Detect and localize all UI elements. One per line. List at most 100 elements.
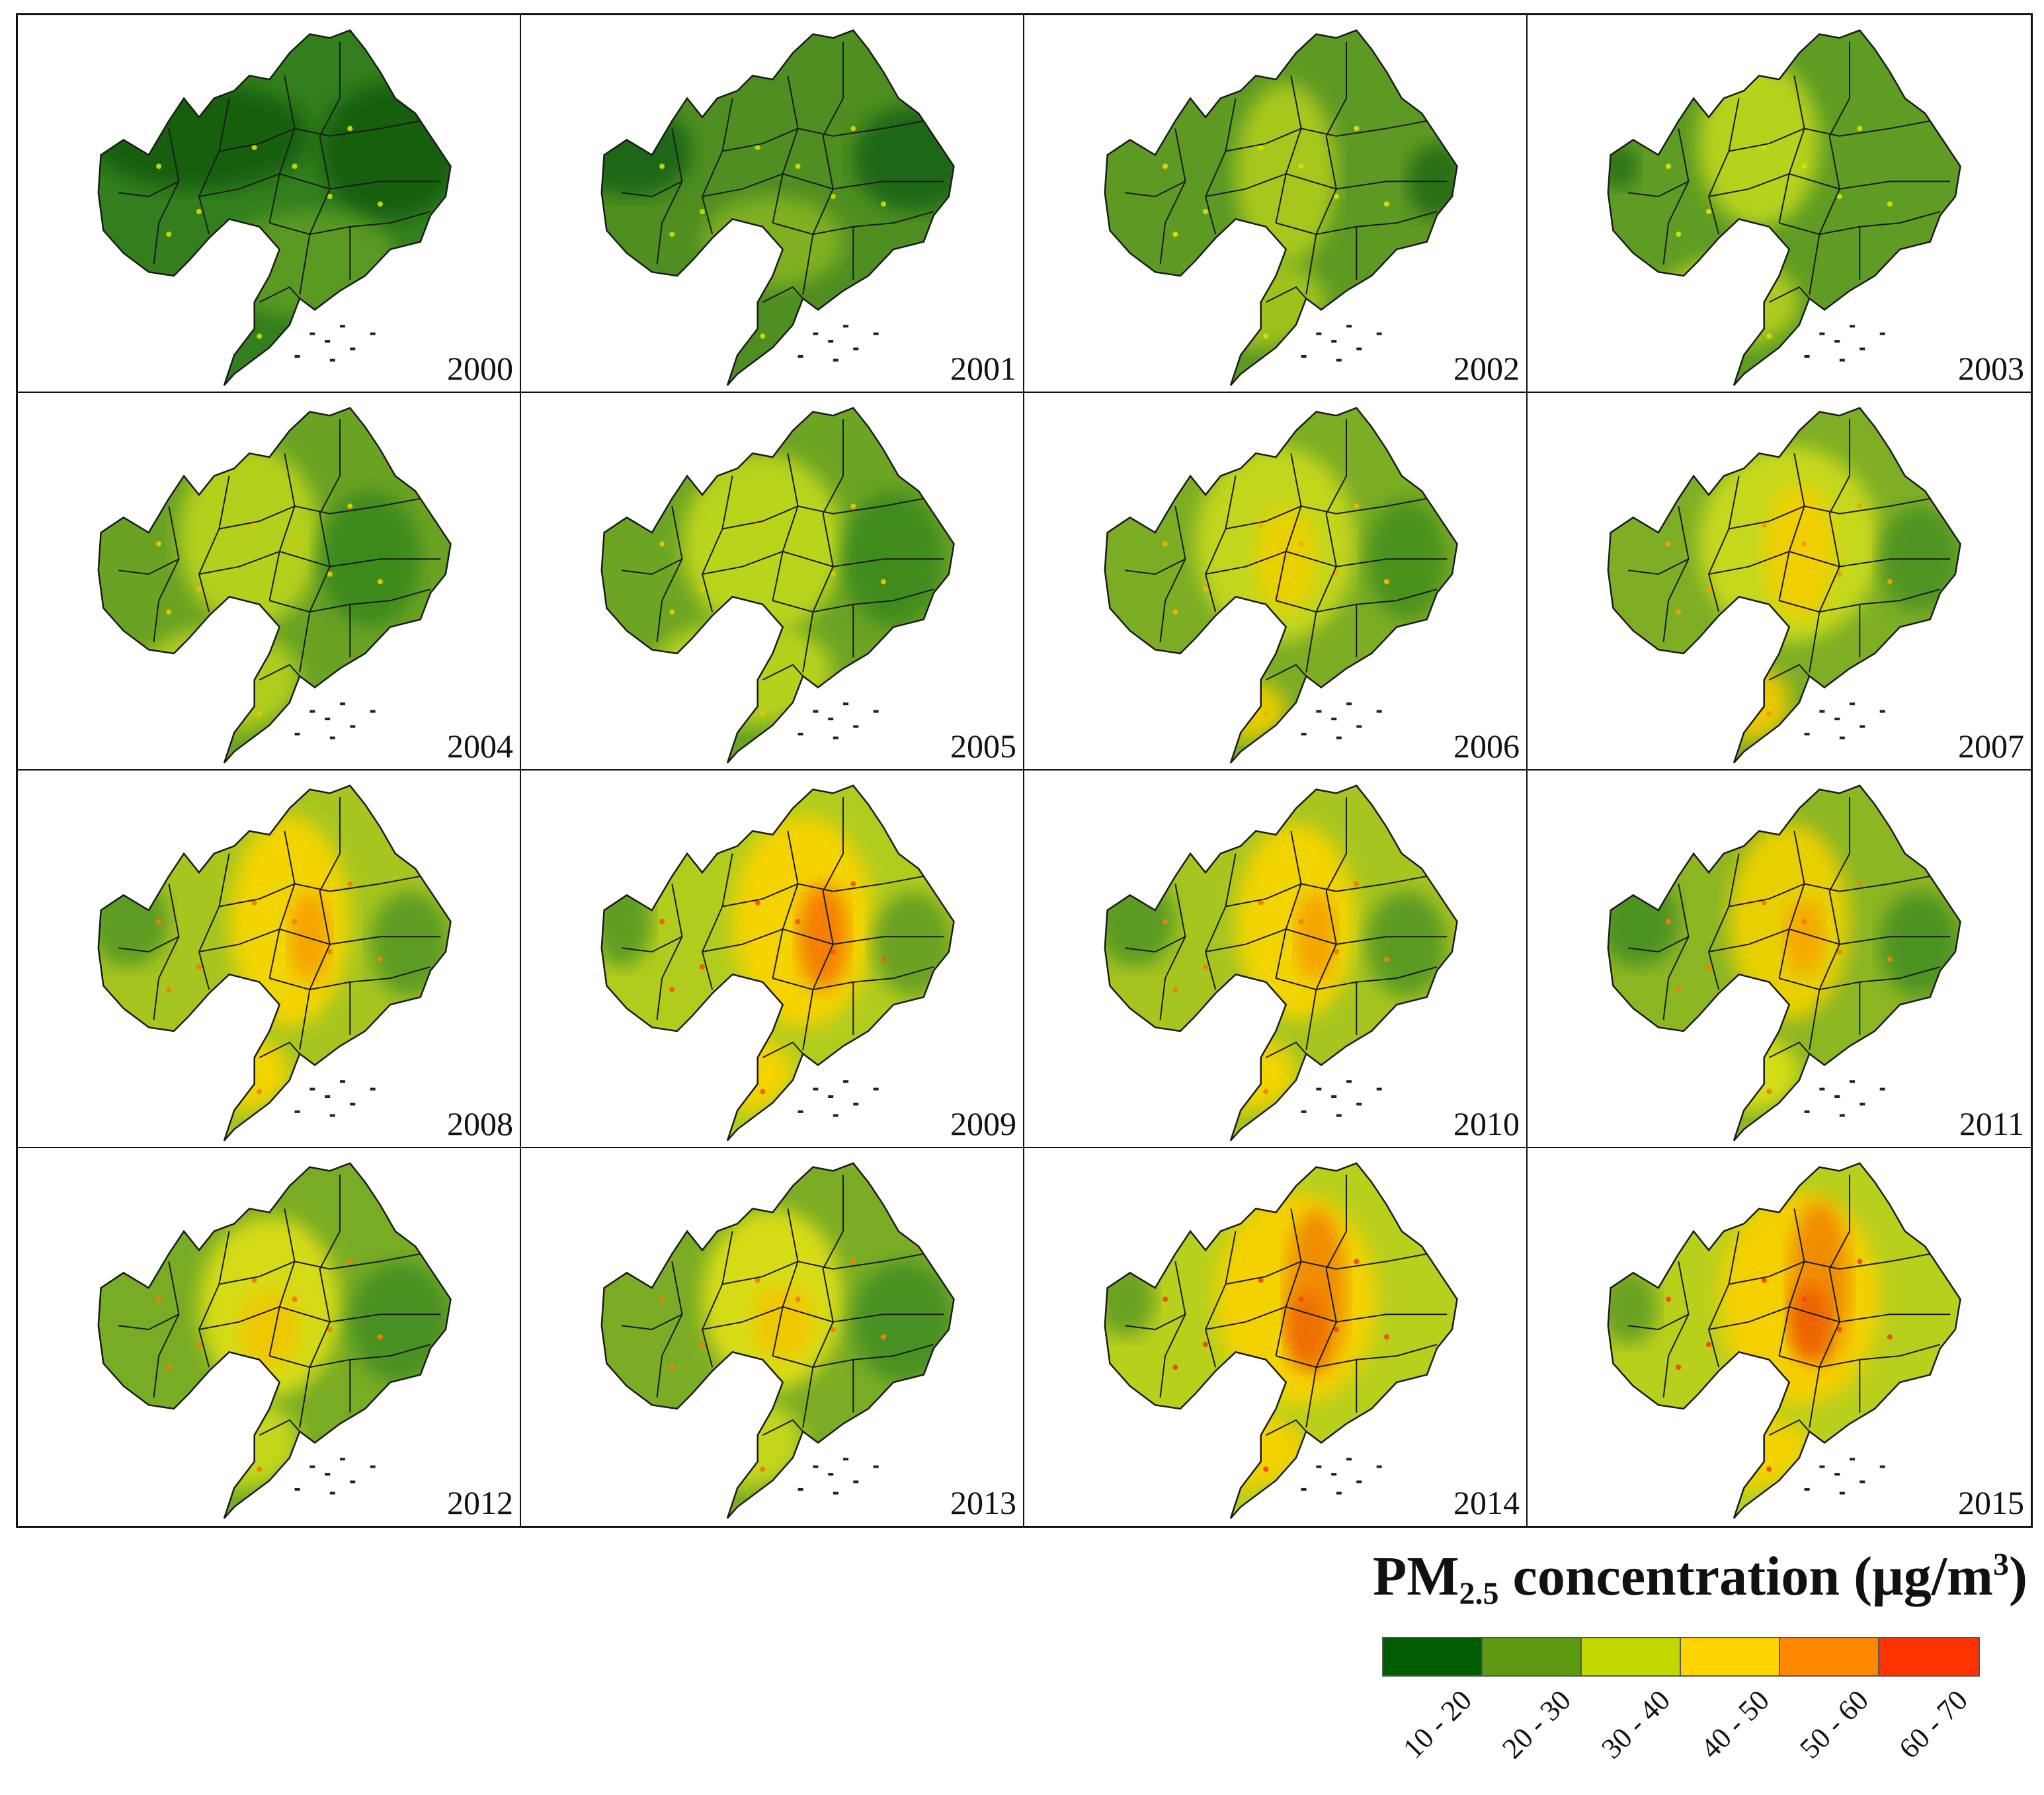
island: [828, 340, 834, 343]
island: [325, 1095, 331, 1099]
city-dot: [1202, 964, 1208, 970]
island: [340, 702, 346, 706]
city-boundary: [1275, 453, 1302, 601]
city-boundary: [1225, 875, 1427, 907]
island: [294, 355, 300, 358]
island: [1804, 1110, 1810, 1113]
city-dot: [1383, 1334, 1389, 1340]
province-map: [1104, 1162, 1458, 1519]
province-outline: [600, 29, 955, 386]
city-boundary: [802, 1175, 844, 1428]
island: [813, 1087, 819, 1091]
concentration-zone: [229, 815, 350, 1028]
concentration-zone: [1608, 144, 1639, 189]
city-dot: [1761, 522, 1767, 528]
city-dot: [1273, 1394, 1279, 1400]
concentration-zone: [1366, 891, 1448, 997]
city-dot: [1298, 163, 1304, 169]
city-dot: [1666, 163, 1672, 169]
city-dot: [1801, 919, 1807, 925]
city-dot: [1298, 1296, 1304, 1302]
island: [294, 1487, 300, 1491]
city-boundary: [772, 831, 799, 979]
city-dot: [251, 899, 257, 905]
island: [1376, 1087, 1382, 1091]
city-dot: [669, 609, 675, 615]
island: [873, 1465, 879, 1468]
city-dot: [1273, 639, 1279, 645]
island: [1839, 1491, 1845, 1495]
city-boundary: [1628, 558, 1689, 575]
city-boundary: [1708, 1306, 1951, 1331]
city-dot: [1857, 503, 1863, 509]
city-dot: [1801, 541, 1807, 547]
island: [1356, 1480, 1362, 1483]
city-boundary: [1707, 98, 1740, 235]
city-dot: [1354, 881, 1360, 887]
island: [325, 1473, 331, 1476]
island: [1834, 1473, 1840, 1476]
city-boundary: [1628, 1314, 1689, 1331]
concentration-zone: [1295, 891, 1336, 982]
city-dot: [1172, 987, 1178, 993]
concentration-zone: [1286, 1291, 1327, 1368]
city-dot: [1383, 579, 1389, 585]
city-dot: [266, 261, 272, 267]
concentration-zone: [692, 1034, 793, 1110]
concentration-zone: [138, 627, 300, 733]
island: [1839, 736, 1845, 739]
city-boundary: [153, 128, 180, 265]
island: [1850, 1080, 1856, 1083]
island: [1879, 710, 1885, 713]
province-map: [1104, 29, 1458, 386]
legend-title: PM2.5 concentration (μg/m3): [1373, 1544, 2027, 1612]
province-outline: [600, 1162, 955, 1519]
island: [1804, 732, 1810, 735]
island: [370, 332, 376, 335]
island: [853, 347, 859, 351]
island: [1850, 702, 1856, 706]
concentration-zone: [188, 1034, 290, 1110]
city-dot: [1263, 333, 1269, 339]
city-dot: [1836, 571, 1842, 577]
city-boundary: [1809, 797, 1850, 1050]
city-dot: [327, 194, 333, 200]
city-dot: [327, 1327, 333, 1333]
city-dot: [699, 1341, 705, 1347]
city-dot: [1676, 609, 1682, 615]
island: [813, 710, 819, 713]
province-outline: [600, 784, 955, 1142]
map-panel-2003: 2003: [1528, 15, 2031, 393]
city-boundary: [656, 1261, 683, 1398]
legend: PM2.5 concentration (μg/m3) 10 - 20 20 - …: [1316, 1544, 2037, 1789]
map-panel-2011: 2011: [1528, 771, 2031, 1148]
city-dot: [1383, 201, 1389, 207]
year-label: 2003: [1958, 350, 2024, 387]
city-dot: [1776, 1017, 1782, 1023]
city-boundary: [198, 853, 230, 990]
island: [1860, 1480, 1865, 1483]
city-boundary: [299, 42, 341, 295]
city-dot: [266, 1394, 272, 1400]
city-dot: [196, 964, 202, 970]
map-panel-2008: 2008: [18, 771, 521, 1148]
city-boundary: [622, 936, 682, 953]
legend-swatch-5: [1780, 1638, 1879, 1675]
city-dot: [327, 571, 333, 577]
city-boundary: [118, 936, 179, 953]
concentration-zone: [1764, 483, 1835, 620]
city-boundary: [622, 558, 682, 575]
city-boundary: [802, 419, 844, 673]
city-dot: [1333, 194, 1339, 200]
city-dot: [880, 956, 886, 962]
city-dot: [1761, 1277, 1767, 1283]
city-boundary: [1204, 98, 1237, 235]
city-dot: [699, 586, 705, 592]
legend-swatch-1: [1383, 1638, 1483, 1675]
island: [340, 325, 346, 328]
city-dot: [1887, 201, 1893, 207]
concentration-zone: [1608, 1269, 1658, 1345]
city-dot: [770, 1017, 776, 1023]
island: [833, 1491, 838, 1495]
city-dot: [1258, 522, 1264, 528]
